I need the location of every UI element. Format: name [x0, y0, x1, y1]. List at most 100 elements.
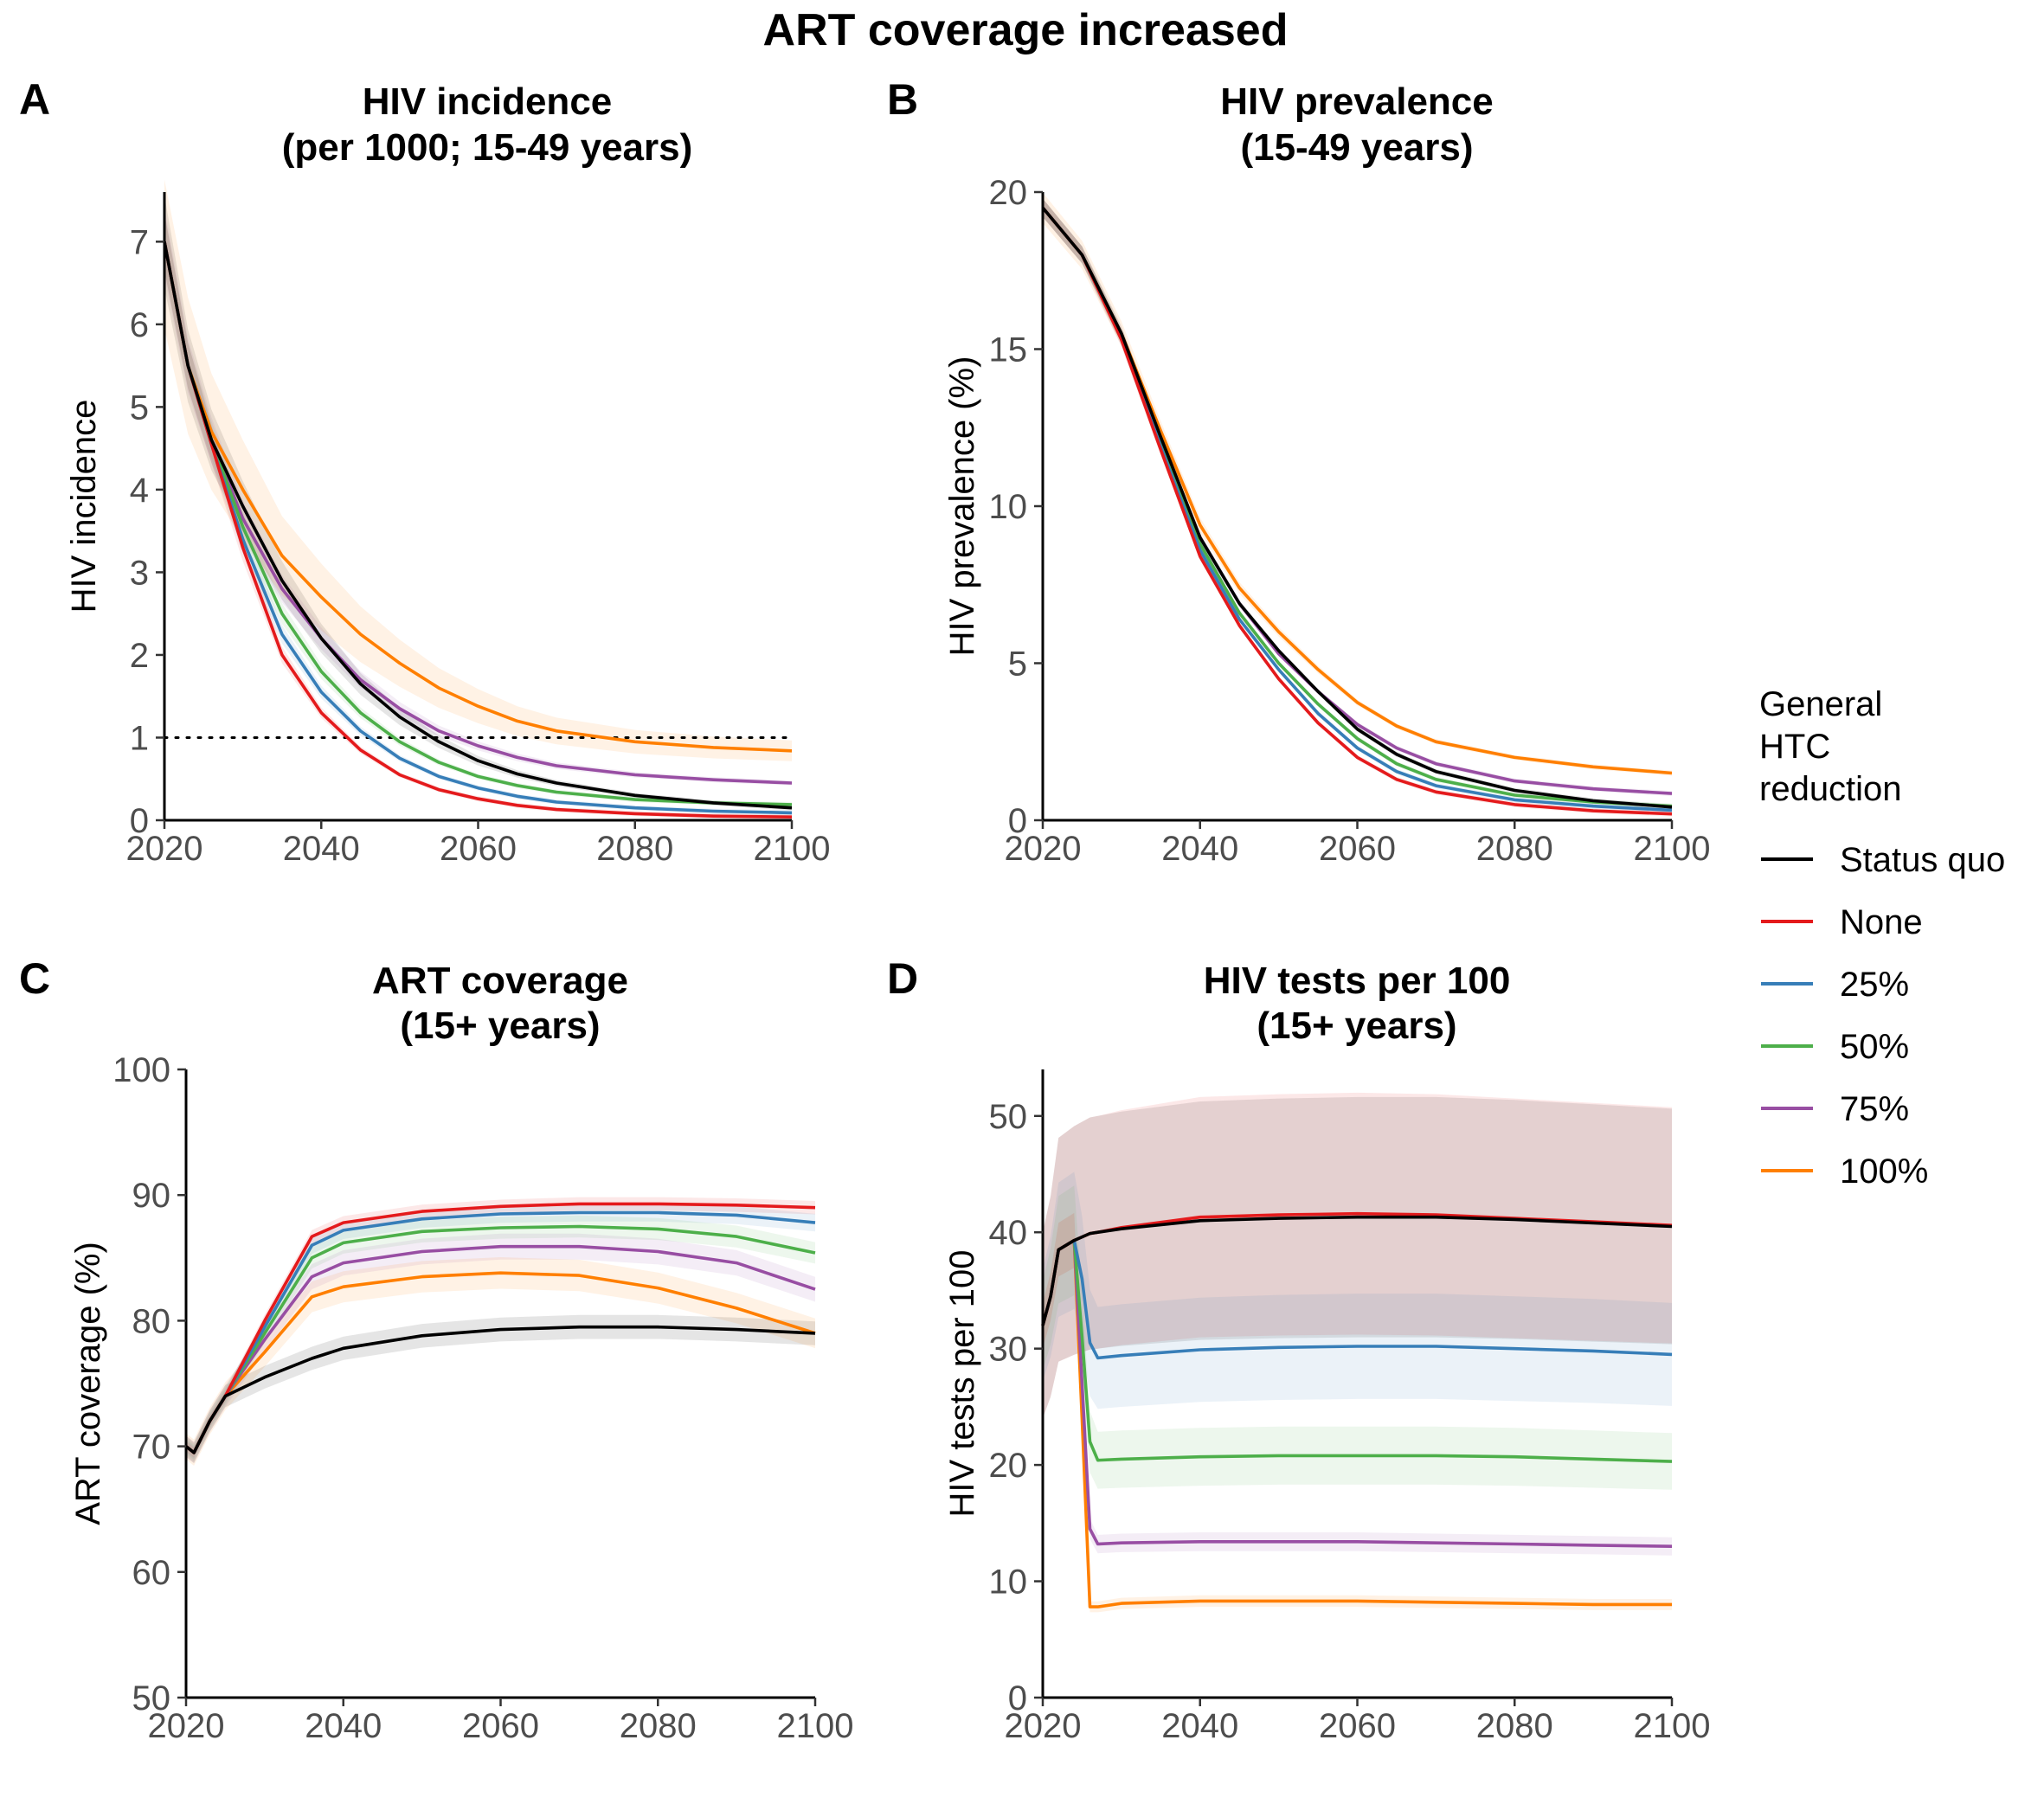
band-75-: [186, 1233, 815, 1463]
y-tick-label: 90: [132, 1177, 171, 1215]
series-line-50-: [163, 241, 793, 806]
series-lines: [163, 241, 793, 819]
x-tick-label: 2080: [620, 1707, 697, 1745]
band-50-: [1043, 198, 1672, 809]
band-25-: [1043, 198, 1672, 813]
panel-d: D HIV tests per 100(15+ years)2020 2040 206…: [887, 954, 1710, 1745]
y-tick-label: 20: [989, 1447, 1028, 1485]
panel-title-line: (15+ years): [400, 1005, 600, 1047]
panel-b: B HIV prevalence(15-49 years) 2020 2040 2060…: [887, 75, 1710, 868]
y-tick-label: 0: [1008, 802, 1027, 840]
y-tick-label: 7: [130, 223, 149, 261]
panel-letter: A: [19, 75, 50, 124]
legend-title-line: HTC: [1759, 728, 1830, 766]
series-line-none: [163, 241, 793, 819]
x-tick-label: 2040: [305, 1707, 382, 1745]
series-line-status-quo: [163, 241, 793, 810]
series-lines: [1041, 1211, 1673, 1608]
y-tick-label: 4: [130, 472, 149, 510]
panel-letter: B: [887, 75, 918, 124]
band-100-: [1043, 192, 1672, 776]
panel-c: C ART coverage(15+ years) 2020 2040 2060 2080…: [19, 954, 853, 1745]
y-tick-label: 50: [989, 1098, 1028, 1136]
x-tick-label: 2020: [148, 1707, 225, 1745]
x-tick-label: 2060: [1319, 830, 1396, 868]
y-tick-label: 6: [130, 306, 149, 344]
series-line-50-: [1041, 206, 1673, 808]
series-line-100-: [163, 241, 793, 753]
y-tick-label: 60: [132, 1554, 171, 1592]
y-tick-label: 80: [132, 1302, 171, 1340]
panel-title-line: HIV prevalence: [1220, 80, 1494, 123]
x-tick-label: 2080: [1476, 1707, 1553, 1745]
x-tick-label: 2040: [283, 830, 360, 868]
y-tick-label: 15: [989, 331, 1028, 369]
series-line-25-: [1041, 206, 1673, 812]
legend-label: 100%: [1840, 1152, 1928, 1191]
panel-a: A HIV incidence(per 1000; 15-49 years)202…: [19, 75, 830, 868]
band-75-: [164, 207, 792, 786]
x-tick-label: 2100: [754, 830, 831, 868]
x-tick-label: 2040: [1161, 830, 1238, 868]
band-75-: [1043, 198, 1672, 796]
y-tick-label: 0: [1008, 1679, 1027, 1717]
x-tick-label: 2060: [1319, 1707, 1396, 1745]
panel-title-line: HIV tests per 100: [1204, 960, 1511, 1002]
x-tick-label: 2040: [1161, 1707, 1238, 1745]
y-tick-label: 5: [130, 388, 149, 427]
band-none: [1043, 1092, 1672, 1419]
panel-title-line: HIV incidence: [363, 80, 613, 123]
legend-label: None: [1840, 903, 1923, 941]
x-tick-label: 2100: [1634, 830, 1711, 868]
panels: A HIV incidence(per 1000; 15-49 years)202…: [19, 75, 1710, 1745]
y-axis-title: HIV tests per 100: [943, 1249, 981, 1517]
band-status-quo: [1043, 1096, 1672, 1419]
panel-letter: D: [887, 954, 918, 1003]
series-line-status-quo: [184, 1325, 816, 1454]
y-tick-label: 10: [989, 488, 1028, 526]
y-tick-label: 0: [130, 802, 149, 840]
y-tick-label: 70: [132, 1429, 171, 1467]
uncertainty-bands: [164, 179, 792, 820]
y-tick-label: 100: [112, 1051, 170, 1089]
y-tick-label: 2: [130, 637, 149, 675]
x-tick-label: 2080: [596, 830, 673, 868]
figure-title: ART coverage increased: [763, 5, 1289, 55]
x-tick-label: 2020: [1005, 830, 1082, 868]
uncertainty-bands: [1043, 1092, 1672, 1613]
panel-title-line: (15+ years): [1257, 1005, 1456, 1047]
y-axis-title: HIV incidence: [65, 400, 103, 613]
legend-title-line: reduction: [1759, 770, 1902, 808]
x-tick-label: 2020: [126, 830, 203, 868]
y-tick-label: 20: [989, 174, 1028, 212]
panel-title-line: (15-49 years): [1240, 126, 1473, 169]
x-tick-label: 2060: [440, 830, 517, 868]
series-line-status-quo: [1041, 1215, 1673, 1326]
y-axis-title: HIV prevalence (%): [943, 356, 981, 657]
y-tick-label: 50: [132, 1679, 171, 1717]
series-line-status-quo: [1041, 206, 1673, 809]
series-line-100-: [1041, 206, 1673, 775]
legend-label: 75%: [1840, 1090, 1909, 1128]
y-axis-title: ART coverage (%): [69, 1242, 107, 1525]
legend-label: Status quo: [1840, 841, 2005, 879]
y-tick-label: 40: [989, 1214, 1028, 1252]
band-100-: [164, 179, 792, 761]
x-tick-label: 2020: [1005, 1707, 1082, 1745]
x-tick-label: 2100: [1634, 1707, 1711, 1745]
y-tick-label: 5: [1008, 645, 1027, 684]
series-lines: [184, 1202, 816, 1454]
band-status-quo: [186, 1314, 815, 1463]
legend-label: 25%: [1840, 966, 1909, 1004]
y-tick-label: 30: [989, 1331, 1028, 1369]
legend: General HTC reduction Status quo None 25% 50% 7…: [1759, 685, 2005, 1191]
legend-title-line: General: [1759, 685, 1882, 723]
panel-title-line: (per 1000; 15-49 years): [282, 126, 693, 169]
panel-letter: C: [19, 954, 50, 1003]
series-line-75-: [1041, 206, 1673, 795]
series-lines: [1041, 206, 1673, 816]
series-line-none: [1041, 206, 1673, 816]
y-tick-label: 3: [130, 554, 149, 592]
panel-title-line: ART coverage: [372, 960, 628, 1002]
